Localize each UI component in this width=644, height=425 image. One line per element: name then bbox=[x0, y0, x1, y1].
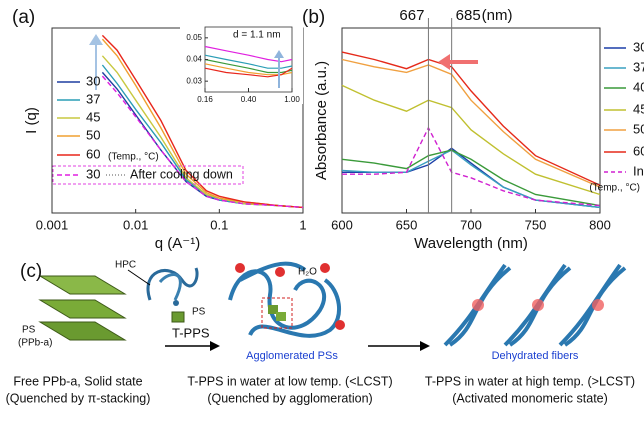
x-tick-label: 1 bbox=[299, 217, 306, 232]
ps-block bbox=[276, 312, 286, 321]
arrow-head bbox=[210, 341, 220, 351]
x-tick-label: 600 bbox=[331, 217, 353, 232]
caption: T-PPS in water at high temp. (>LCST) bbox=[425, 374, 635, 388]
panel-label: (c) bbox=[20, 261, 42, 282]
y-tick-label: 0.05 bbox=[186, 33, 202, 42]
hpc-label: HPC bbox=[115, 260, 136, 271]
series-line bbox=[101, 75, 304, 209]
legend-label: 30 bbox=[633, 39, 644, 54]
polymer-coil bbox=[228, 261, 342, 338]
water bbox=[335, 320, 345, 330]
series-line bbox=[101, 55, 304, 209]
x-tick-label: 650 bbox=[396, 217, 418, 232]
y-tick-label: 0.03 bbox=[186, 76, 202, 85]
plot-area bbox=[101, 34, 304, 209]
legend-label: 60 bbox=[633, 143, 644, 158]
legend-label: In DMSO at 60 bbox=[633, 163, 644, 178]
x-axis-label: q (A⁻¹) bbox=[155, 235, 200, 252]
pointer bbox=[127, 269, 151, 286]
highlight bbox=[261, 297, 293, 329]
legend-label: 30 bbox=[86, 166, 100, 181]
x-tick-label: 800 bbox=[589, 217, 611, 232]
x-tick-label: 0.40 bbox=[241, 95, 257, 104]
junction bbox=[173, 300, 179, 306]
ps-block bbox=[171, 311, 185, 323]
caption: Free PPb-a, Solid state bbox=[13, 374, 142, 388]
legend-label: 50 bbox=[633, 121, 644, 136]
hpc-chain bbox=[146, 267, 199, 301]
series-line bbox=[204, 63, 293, 76]
water bbox=[320, 263, 330, 273]
hpc-chain bbox=[158, 273, 182, 301]
fiber bbox=[508, 266, 572, 347]
legend-note: After cooling down bbox=[130, 167, 233, 181]
arrow bbox=[89, 34, 103, 90]
unit-name: T-PPS bbox=[172, 325, 210, 340]
legend-label: 45 bbox=[86, 109, 100, 124]
highlight-box bbox=[52, 165, 244, 185]
water-label: H₂O bbox=[298, 267, 317, 278]
ps-label: PS bbox=[22, 325, 36, 336]
ps-sub: (PPb-a) bbox=[18, 338, 52, 349]
glow bbox=[532, 299, 544, 311]
caption: (Quenched by π-stacking) bbox=[6, 391, 151, 405]
ps-label: PS bbox=[192, 307, 206, 318]
caption: (Quenched by agglomeration) bbox=[207, 391, 372, 405]
x-tick-label: 0.1 bbox=[210, 217, 228, 232]
note: Dehydrated fibers bbox=[492, 350, 579, 362]
y-axis-label: I (q) bbox=[23, 107, 40, 134]
glow bbox=[472, 299, 484, 311]
caption: (Activated monomeric state) bbox=[452, 391, 608, 405]
water bbox=[275, 267, 285, 277]
note: Agglomerated PSs bbox=[246, 350, 338, 362]
sheet bbox=[38, 321, 127, 341]
x-tick-label: 0.01 bbox=[123, 217, 148, 232]
legend-label: 37 bbox=[633, 59, 644, 74]
y-tick-label: 0.04 bbox=[186, 55, 202, 64]
series-line bbox=[204, 58, 293, 74]
fiber bbox=[558, 263, 622, 347]
x-tick-label: 750 bbox=[525, 217, 547, 232]
panel-label: (a) bbox=[12, 7, 35, 28]
caption: T-PPS in water at low temp. (<LCST) bbox=[187, 374, 392, 388]
legend-label: 50 bbox=[86, 127, 100, 142]
series-line bbox=[204, 54, 293, 69]
ps-block bbox=[268, 305, 278, 314]
x-tick-label: 1.00 bbox=[284, 95, 300, 104]
legend-label: 45 bbox=[633, 101, 644, 116]
unit-label: (nm) bbox=[482, 7, 513, 24]
reference-label: 667 bbox=[399, 7, 424, 24]
legend-label: 37 bbox=[86, 91, 100, 106]
arrow bbox=[438, 54, 478, 70]
fiber bbox=[563, 266, 627, 347]
annotation: d = 1.1 nm bbox=[233, 30, 281, 41]
legend-note: (Temp., °C) bbox=[108, 152, 159, 163]
water bbox=[235, 263, 245, 273]
legend-label: 40 bbox=[633, 79, 644, 94]
x-tick-label: 0.16 bbox=[197, 95, 213, 104]
sheet bbox=[38, 299, 127, 319]
schematic bbox=[38, 261, 627, 351]
legend-note: (Temp., °C) bbox=[589, 183, 640, 194]
plot-frame bbox=[341, 27, 601, 214]
x-tick-label: 700 bbox=[460, 217, 482, 232]
arrow-head bbox=[420, 341, 430, 351]
y-axis-label: Absorbance (a.u.) bbox=[313, 61, 330, 180]
series-line bbox=[204, 45, 293, 63]
x-tick-label: 0.001 bbox=[36, 217, 69, 232]
series-line bbox=[101, 34, 304, 209]
arrow bbox=[274, 50, 284, 88]
series-line bbox=[204, 67, 293, 78]
plot-frame bbox=[204, 26, 293, 93]
x-axis-label: Wavelength (nm) bbox=[414, 235, 528, 252]
fiber bbox=[448, 266, 512, 347]
legend-label: 60 bbox=[86, 146, 100, 161]
panel-label: (b) bbox=[302, 7, 325, 28]
sheet bbox=[38, 275, 127, 295]
glow bbox=[592, 299, 604, 311]
plot-area bbox=[204, 45, 293, 78]
legend-label: 30 bbox=[86, 73, 100, 88]
reference-label: 685 bbox=[456, 7, 481, 24]
